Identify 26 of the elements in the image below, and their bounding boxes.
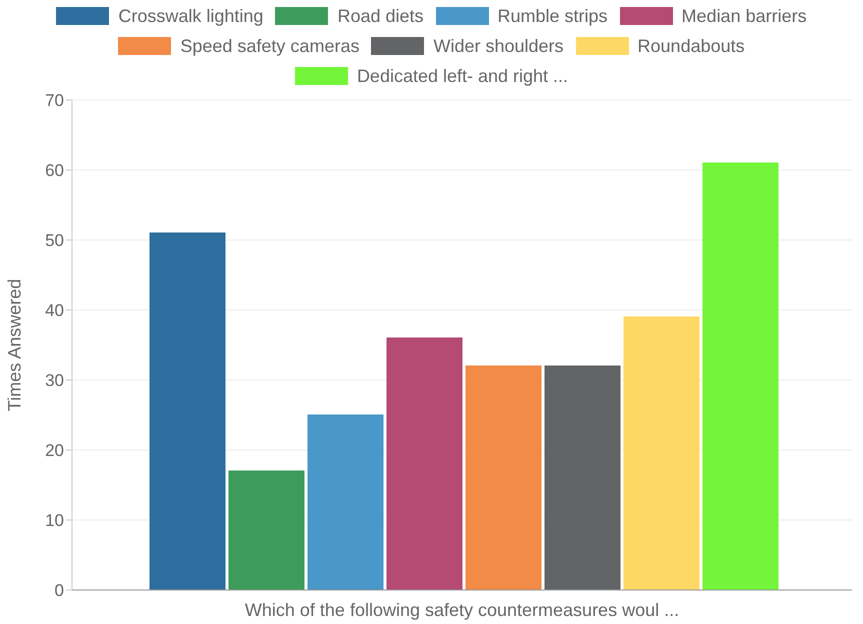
legend-label: Road diets — [337, 6, 424, 26]
y-tick-label: 70 — [45, 91, 64, 110]
legend-label: Dedicated left- and right ... — [356, 66, 568, 86]
legend-label: Roundabouts — [638, 36, 745, 56]
y-tick-label: 20 — [45, 441, 64, 460]
bar — [150, 232, 226, 590]
y-tick-label: 10 — [45, 511, 64, 530]
legend-label: Rumble strips — [498, 6, 608, 26]
bar — [702, 162, 778, 590]
x-axis-title: Which of the following safety countermeasures woul ... — [244, 600, 680, 620]
y-tick-label: 60 — [45, 161, 64, 180]
bar — [228, 470, 304, 590]
legend-label: Wider shoulders — [433, 36, 564, 56]
y-axis-title: Times Answered — [4, 278, 24, 412]
bar — [544, 366, 620, 590]
legend-label: Speed safety cameras — [180, 36, 360, 56]
bar — [308, 414, 384, 590]
bar — [624, 316, 700, 590]
y-tick-label: 0 — [54, 581, 64, 600]
bar — [466, 366, 542, 590]
y-tick-label: 40 — [45, 301, 64, 320]
y-tick-label: 30 — [45, 371, 64, 390]
legend-label: Crosswalk lighting — [118, 6, 264, 26]
y-tick-label: 50 — [45, 231, 64, 250]
bar — [386, 338, 462, 590]
legend-label: Median barriers — [682, 6, 807, 26]
